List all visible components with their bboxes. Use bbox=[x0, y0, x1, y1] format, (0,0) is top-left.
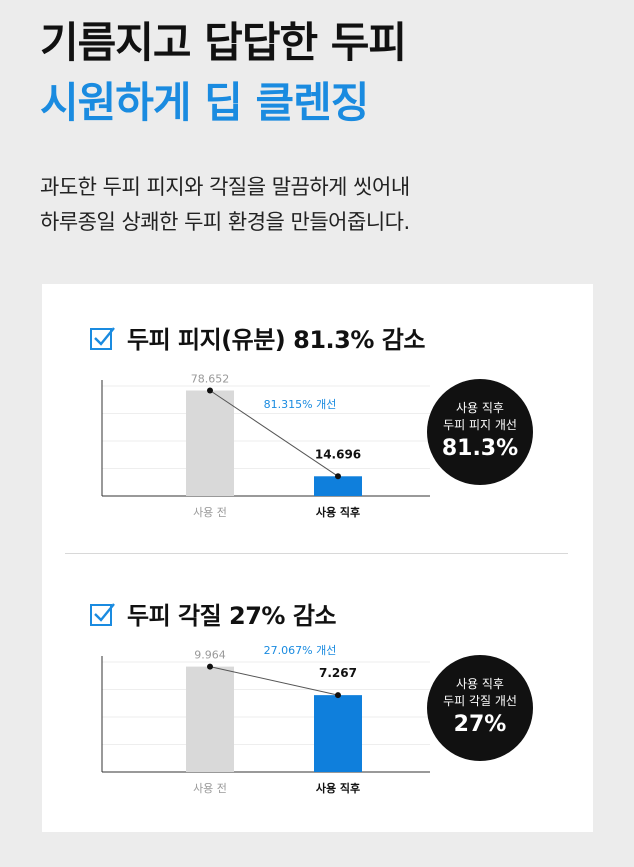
sebum-heading: 두피 피지(유분) 81.3% 감소 bbox=[89, 320, 425, 355]
sebum-badge: 사용 직후 두피 피지 개선 81.3% bbox=[427, 379, 533, 485]
bar-0 bbox=[186, 666, 234, 772]
keratin-badge: 사용 직후 두피 각질 개선 27% bbox=[427, 655, 533, 761]
value-label-0: 9.964 bbox=[194, 649, 226, 662]
data-point-0 bbox=[207, 387, 213, 394]
badge-line2: 두피 피지 개선 bbox=[443, 418, 517, 432]
page-title-line2: 시원하게 딥 클렌징 bbox=[40, 78, 369, 127]
value-label-1: 7.267 bbox=[319, 666, 357, 680]
description-line1: 과도한 두피 피지와 각질을 말끔하게 씻어내 bbox=[40, 175, 410, 199]
badge-value: 27% bbox=[453, 712, 507, 737]
sebum-heading-text: 두피 피지(유분) 81.3% 감소 bbox=[127, 326, 425, 354]
category-label-1: 사용 직후 bbox=[316, 505, 360, 519]
trend-line bbox=[209, 390, 339, 477]
data-point-0 bbox=[207, 663, 213, 670]
category-label-1: 사용 직후 bbox=[316, 781, 360, 795]
checkbox-icon bbox=[90, 326, 115, 350]
category-label-0: 사용 전 bbox=[193, 782, 227, 795]
results-card: 두피 피지(유분) 81.3% 감소 78.652 14.696 81.315% 개… bbox=[42, 284, 593, 832]
bar-1 bbox=[314, 476, 362, 496]
bar-0 bbox=[186, 390, 234, 496]
value-label-1: 14.696 bbox=[315, 447, 361, 461]
badge-line1: 사용 직후 bbox=[456, 401, 504, 415]
keratin-heading-text: 두피 각질 27% 감소 bbox=[127, 602, 337, 630]
checkbox-icon bbox=[90, 602, 115, 626]
badge-line1: 사용 직후 bbox=[456, 677, 504, 691]
section-divider bbox=[65, 553, 568, 554]
badge-line2: 두피 각질 개선 bbox=[443, 694, 517, 708]
trend-line bbox=[209, 666, 339, 696]
bar-1 bbox=[314, 695, 362, 772]
description-line2: 하루종일 상쾌한 두피 환경을 만들어줍니다. bbox=[40, 210, 410, 234]
category-label-0: 사용 전 bbox=[193, 506, 227, 519]
value-label-0: 78.652 bbox=[191, 372, 230, 385]
improvement-annotation: 81.315% 개선 bbox=[264, 398, 337, 411]
improvement-annotation: 27.067% 개선 bbox=[264, 644, 337, 657]
page-title-line1: 기름지고 답답한 두피 bbox=[40, 18, 407, 67]
badge-value: 81.3% bbox=[441, 436, 519, 461]
data-point-1 bbox=[335, 692, 341, 699]
keratin-heading: 두피 각질 27% 감소 bbox=[89, 596, 337, 631]
data-point-1 bbox=[335, 473, 341, 480]
